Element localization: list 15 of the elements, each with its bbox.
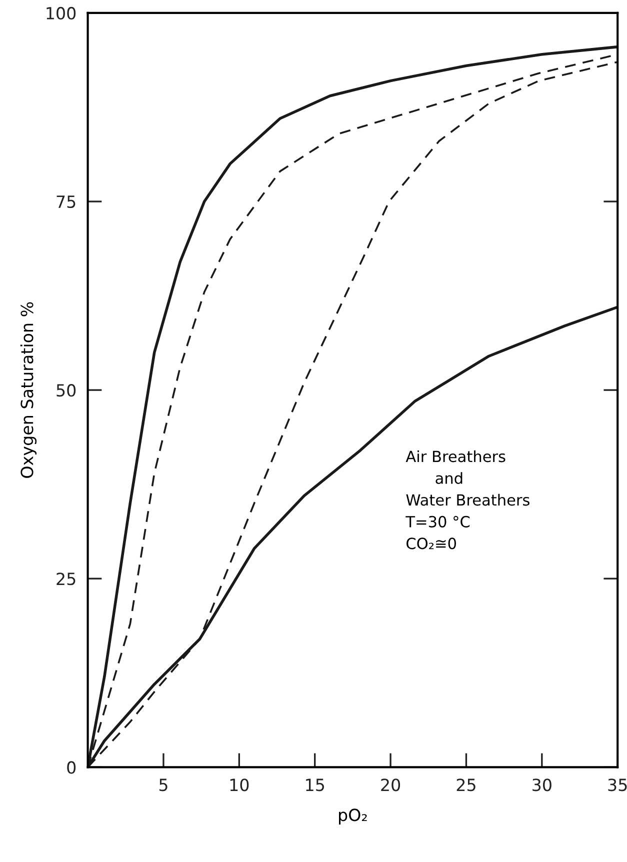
x-tick-label: 30 [532, 778, 552, 792]
y-tick-label: 75 [56, 196, 76, 208]
y-tick-label: 50 [56, 384, 76, 397]
annotation: Air Breathers and Water Breathers T=30 °C CO₂≅0 [406, 450, 530, 550]
y-axis-title: Oxygen Saturation % [20, 302, 37, 478]
x-tick-label: 20 [381, 778, 400, 792]
x-axis-title: pO₂ [339, 808, 367, 824]
y-tick-label: 100 [46, 6, 76, 20]
x-tick-label: 5 [159, 778, 168, 792]
x-tick-label: 25 [456, 778, 476, 792]
y-tick-label: 0 [67, 761, 76, 774]
x-tick-label: 10 [230, 778, 249, 792]
x-tick-label: 15 [306, 778, 324, 792]
y-tick-label: 25 [56, 572, 76, 586]
x-tick-label: 35 [608, 778, 627, 792]
